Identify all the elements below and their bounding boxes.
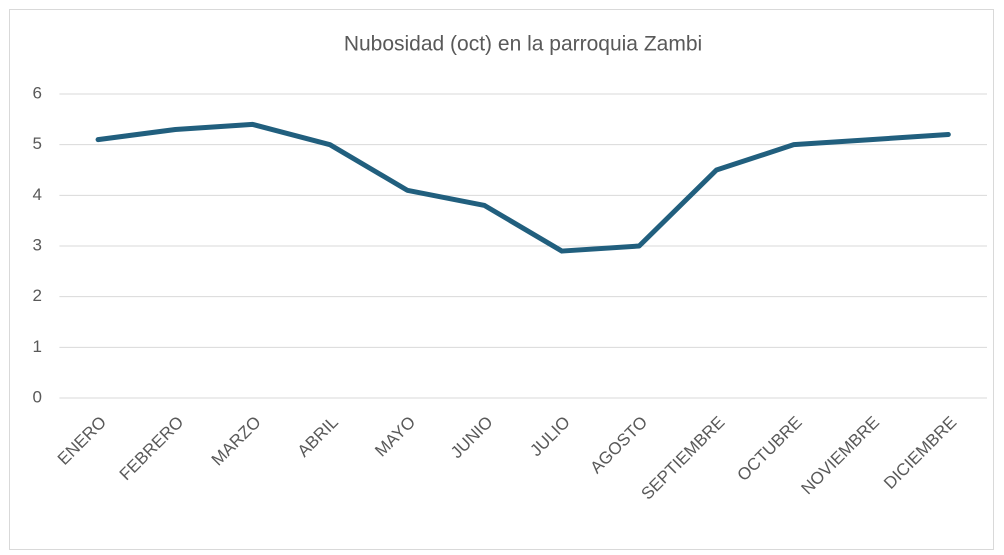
y-tick-label: 1 — [33, 337, 42, 356]
y-tick-label: 2 — [33, 286, 42, 305]
chart-frame — [9, 9, 994, 550]
line — [95, 121, 951, 254]
y-tick-label: 0 — [33, 387, 42, 406]
chart-title: Nubosidad (oct) en la parroquia Zambi — [344, 33, 702, 56]
y-tick-label: 6 — [33, 83, 42, 102]
y-tick-label: 4 — [33, 185, 42, 204]
y-tick-label: 3 — [33, 235, 42, 254]
y-tick-label: 5 — [33, 134, 42, 153]
